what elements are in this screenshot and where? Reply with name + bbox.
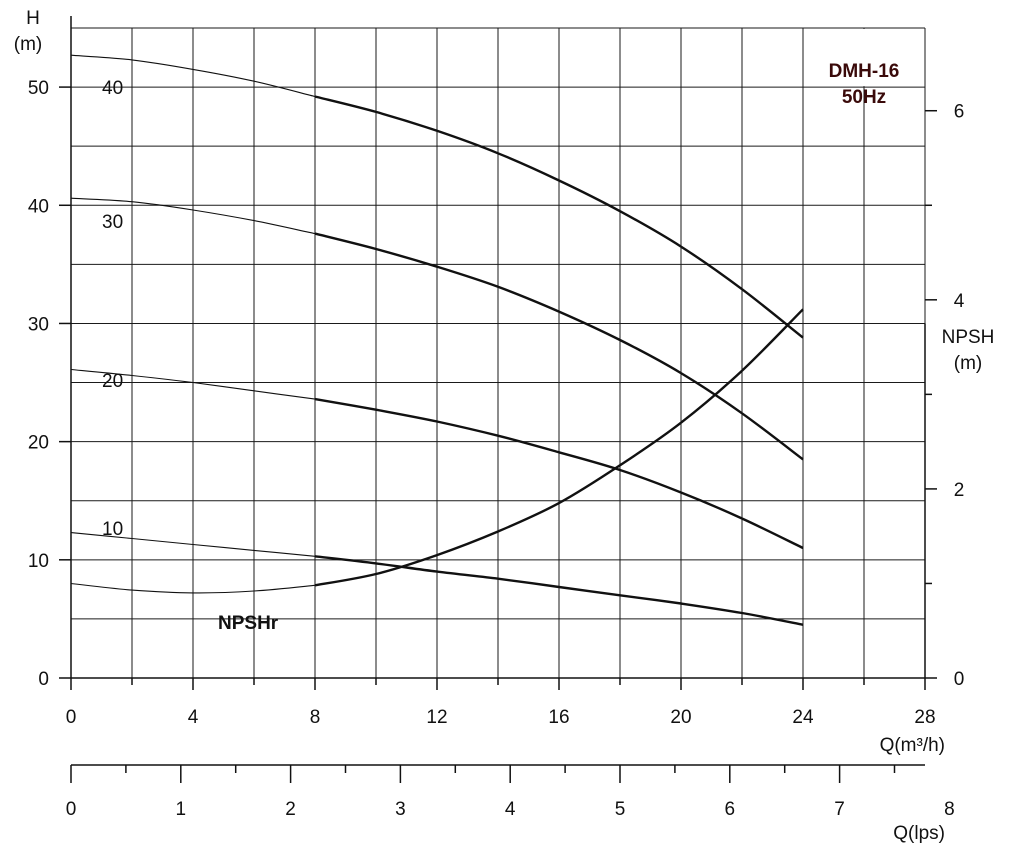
y-right-tick-label: 0 [954,669,965,690]
model-label-box [804,29,924,87]
x-primary-title: Q(m³/h) [880,735,945,756]
x-secondary-tick-label: 0 [66,799,77,820]
x-secondary-tick-label: 6 [725,799,736,820]
axes [59,16,937,783]
curve-npshr-thin [70,582,316,594]
labels: H (m) NPSH (m) Q(m³/h) Q(lps) DMH-16 50H… [14,8,995,844]
curve-10-thin [70,532,316,557]
y-left-tick-label: 10 [28,551,49,572]
curves [70,54,804,626]
y-left-tick-label: 0 [38,669,49,690]
x-secondary-title: Q(lps) [893,823,945,844]
curve-40-thick [314,95,804,339]
curve-20-thick [314,397,804,550]
y-left-tick-label: 20 [28,433,49,454]
x-primary-tick-label: 16 [548,707,569,728]
x-secondary-tick-label: 7 [834,799,845,820]
frequency-label: 50Hz [842,87,886,108]
curve-20-thin [70,368,316,400]
x-primary-tick-label: 28 [914,707,935,728]
y-right-tick-label: 6 [954,102,965,123]
curve-label-10: 10 [102,519,123,540]
y-right-title-line2: (m) [954,353,982,374]
y-left-tick-label: 50 [28,78,49,99]
x-secondary-tick-label: 8 [944,799,955,820]
curve-label-30: 30 [102,212,123,233]
x-primary-tick-label: 20 [670,707,691,728]
x-primary-tick-label: 12 [426,707,447,728]
y-right-tick-label: 2 [954,480,965,501]
model-name: DMH-16 [829,61,900,82]
x-primary-tick-label: 8 [310,707,321,728]
x-secondary-tick-label: 1 [176,799,187,820]
npshr-label: NPSHr [218,613,279,634]
x-secondary-tick-label: 4 [505,799,516,820]
x-primary-tick-label: 24 [792,707,814,728]
y-right-tick-label: 4 [954,291,965,312]
x-primary-tick-label: 0 [66,707,77,728]
x-secondary-tick-label: 3 [395,799,406,820]
curve-npshr-thick [314,308,804,587]
x-secondary-tick-label: 5 [615,799,626,820]
curve-30-thick [314,232,804,461]
curve-30-thin [70,197,316,235]
curve-label-20: 20 [102,371,123,392]
y-left-title-line1: H [26,8,40,29]
curve-10-thick [314,555,804,626]
y-left-tick-label: 30 [28,314,49,335]
y-left-title-line2: (m) [14,34,42,55]
curve-label-40: 40 [102,78,123,99]
x-primary-tick-label: 4 [188,707,199,728]
x-secondary-tick-label: 2 [285,799,296,820]
y-right-title-line1: NPSH [942,327,995,348]
grid [70,27,926,679]
curve-40-thin [70,54,316,98]
y-left-tick-label: 40 [28,196,49,217]
